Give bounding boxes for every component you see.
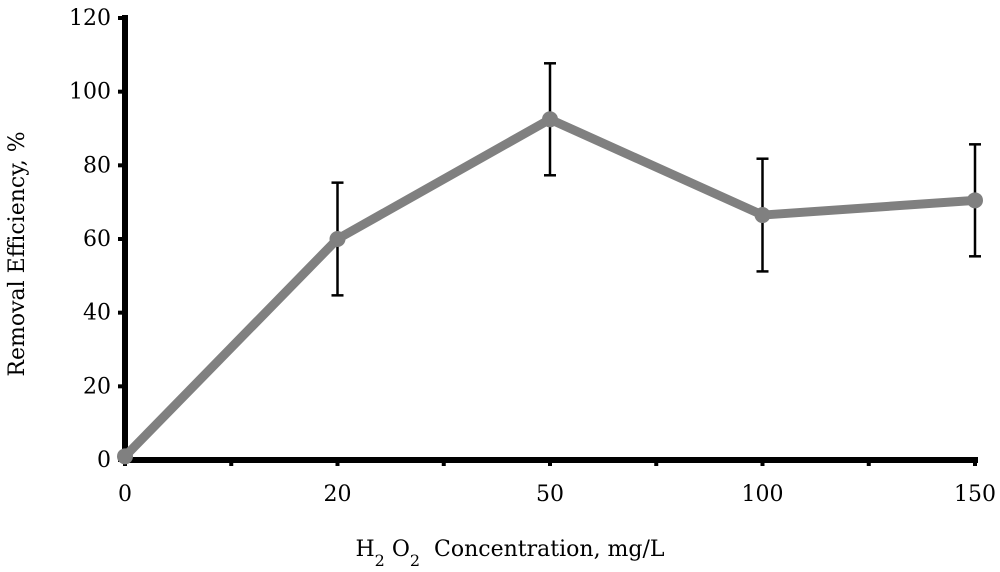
data-points <box>117 111 983 465</box>
y-tick-label-40: 40 <box>83 301 111 326</box>
data-point-20 <box>329 231 346 247</box>
x-tick-label-150: 150 <box>954 482 996 507</box>
y-axis: 0 20 40 60 80 100 120 <box>69 6 128 473</box>
error-bars <box>331 62 981 297</box>
x-tick-label-20: 20 <box>324 482 352 507</box>
y-tick-label-120: 120 <box>69 6 111 31</box>
y-tick-label-60: 60 <box>83 227 111 252</box>
data-point-150 <box>967 192 983 209</box>
y-axis-title: Removal Efficiency, % <box>5 131 30 376</box>
data-point-100 <box>754 207 771 224</box>
x-tick-label-100: 100 <box>742 482 784 507</box>
x-tick-label-0: 0 <box>118 482 132 507</box>
data-point-0 <box>117 448 133 465</box>
y-tick-label-0: 0 <box>97 448 111 473</box>
x-axis-title: H2 O2 Concentration, mg/L <box>355 537 664 570</box>
x-axis: 0 20 50 100 150 <box>118 457 996 507</box>
y-tick-label-100: 100 <box>69 80 111 105</box>
x-tick-label-50: 50 <box>536 482 564 507</box>
y-tick-label-80: 80 <box>83 153 111 178</box>
y-tick-label-20: 20 <box>83 374 111 399</box>
data-point-50 <box>542 111 558 128</box>
